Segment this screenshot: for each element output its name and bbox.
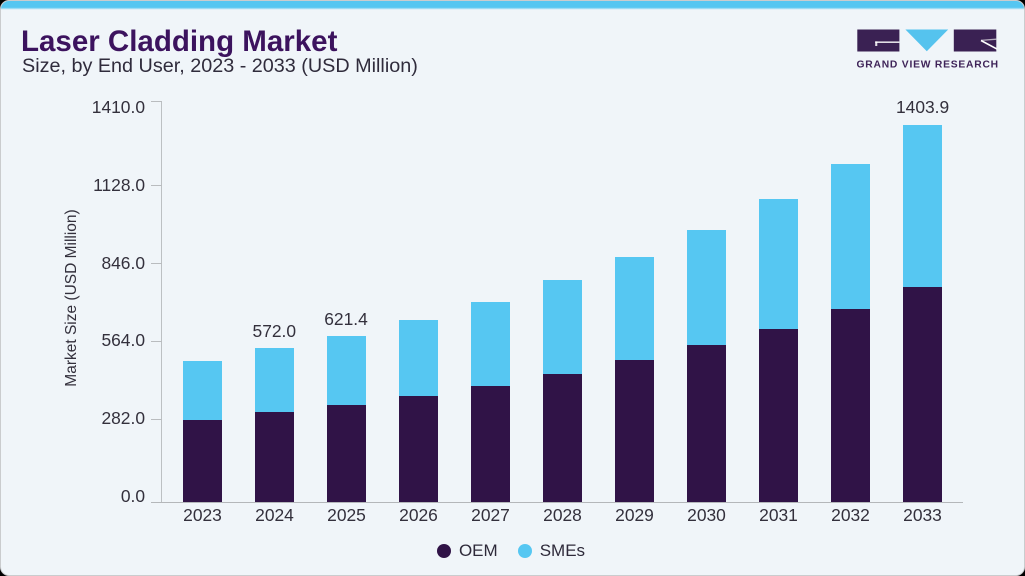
svg-text:GRAND VIEW RESEARCH: GRAND VIEW RESEARCH xyxy=(857,60,999,71)
